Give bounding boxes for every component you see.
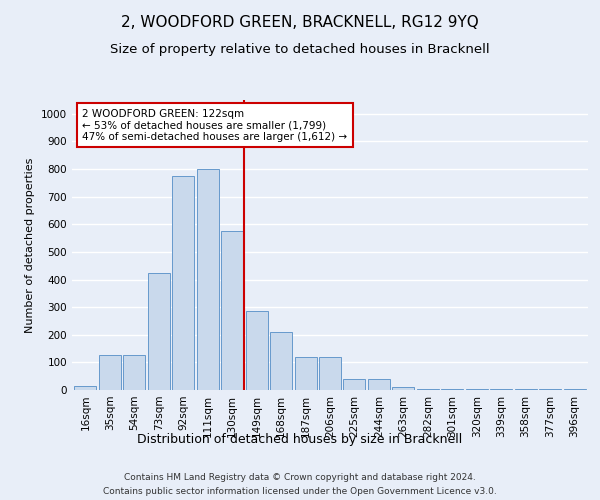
Bar	[343, 379, 365, 390]
Bar	[392, 386, 415, 390]
Bar	[148, 272, 170, 390]
Bar	[563, 388, 586, 390]
Bar	[197, 169, 219, 390]
Y-axis label: Number of detached properties: Number of detached properties	[25, 158, 35, 332]
Text: 2, WOODFORD GREEN, BRACKNELL, RG12 9YQ: 2, WOODFORD GREEN, BRACKNELL, RG12 9YQ	[121, 15, 479, 30]
Text: Contains public sector information licensed under the Open Government Licence v3: Contains public sector information licen…	[103, 488, 497, 496]
Bar	[270, 332, 292, 390]
Bar	[441, 388, 463, 390]
Bar	[295, 357, 317, 390]
Bar	[466, 388, 488, 390]
Bar	[124, 356, 145, 390]
Bar	[368, 379, 390, 390]
Text: 2 WOODFORD GREEN: 122sqm
← 53% of detached houses are smaller (1,799)
47% of sem: 2 WOODFORD GREEN: 122sqm ← 53% of detach…	[82, 108, 347, 142]
Bar	[245, 312, 268, 390]
Text: Contains HM Land Registry data © Crown copyright and database right 2024.: Contains HM Land Registry data © Crown c…	[124, 472, 476, 482]
Bar	[417, 388, 439, 390]
Bar	[172, 176, 194, 390]
Bar	[74, 386, 97, 390]
Bar	[221, 231, 243, 390]
Text: Distribution of detached houses by size in Bracknell: Distribution of detached houses by size …	[137, 432, 463, 446]
Text: Size of property relative to detached houses in Bracknell: Size of property relative to detached ho…	[110, 42, 490, 56]
Bar	[319, 357, 341, 390]
Bar	[99, 356, 121, 390]
